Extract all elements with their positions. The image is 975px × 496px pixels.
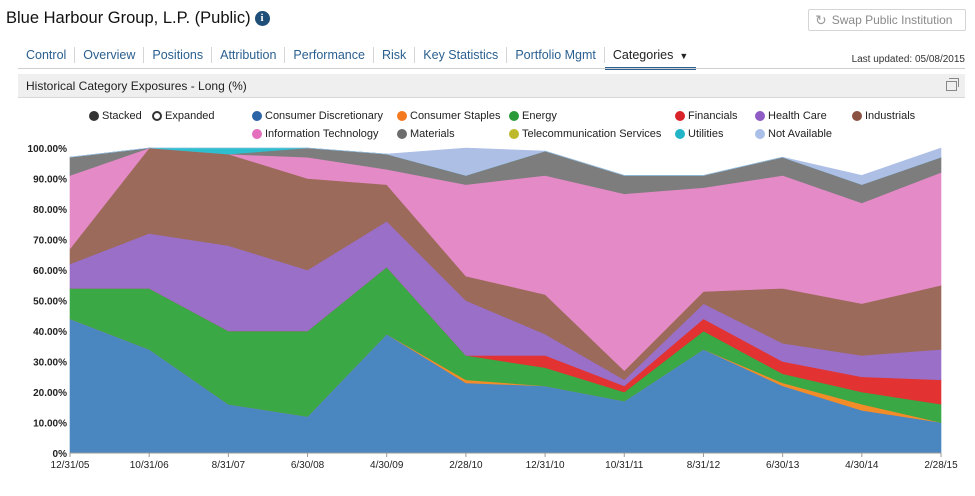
y-tick-label: 70.00%	[33, 236, 67, 247]
legend-item[interactable]: Information Technology	[252, 128, 379, 140]
legend-label: Materials	[410, 128, 455, 140]
legend-swatch	[397, 129, 407, 139]
y-tick-label: 40.00%	[33, 327, 67, 338]
info-icon[interactable]: i	[254, 10, 270, 26]
legend-item[interactable]: Consumer Discretionary	[252, 110, 383, 122]
tab-positions[interactable]: Positions	[143, 47, 211, 63]
legend-swatch	[852, 111, 862, 121]
panel-header: Historical Category Exposures - Long (%)	[18, 74, 965, 98]
expanded-label: Expanded	[165, 110, 215, 122]
legend-swatch	[509, 111, 519, 121]
legend-label: Energy	[522, 110, 557, 122]
legend-label: Information Technology	[265, 128, 379, 140]
legend-swatch	[252, 129, 262, 139]
tab-key-statistics[interactable]: Key Statistics	[414, 47, 506, 63]
legend-swatch	[675, 111, 685, 121]
legend-item[interactable]: Health Care	[755, 110, 827, 122]
last-updated: Last updated: 05/08/2015	[851, 54, 965, 65]
x-tick-label: 6/30/13	[766, 460, 800, 471]
x-tick-label: 12/31/10	[526, 460, 565, 471]
legend-swatch	[397, 111, 407, 121]
radio-filled-icon	[89, 111, 99, 121]
legend-label: Financials	[688, 110, 738, 122]
y-tick-label: 60.00%	[33, 266, 67, 277]
legend-item[interactable]: Energy	[509, 110, 557, 122]
tab-bar: Control Overview Positions Attribution P…	[18, 42, 697, 70]
legend-item[interactable]: Financials	[675, 110, 738, 122]
tab-performance[interactable]: Performance	[284, 47, 373, 63]
page-title: Blue Harbour Group, L.P. (Public)	[6, 8, 251, 27]
legend-swatch	[509, 129, 519, 139]
swap-public-institution-button[interactable]: ↻ Swap Public Institution	[808, 9, 966, 31]
legend-label: Industrials	[865, 110, 916, 122]
tab-risk[interactable]: Risk	[372, 47, 414, 63]
window-icon[interactable]	[946, 78, 959, 91]
x-tick-label: 12/31/05	[51, 460, 90, 471]
y-tick-label: 0%	[53, 449, 68, 460]
area-series-not-available[interactable]	[69, 147, 942, 185]
y-tick-label: 30.00%	[33, 358, 67, 369]
tab-overview[interactable]: Overview	[74, 47, 143, 63]
x-tick-label: 4/30/14	[845, 460, 879, 471]
tab-categories-label: Categories	[612, 48, 674, 62]
x-tick-label: 2/28/15	[924, 460, 958, 471]
radio-empty-icon	[152, 111, 162, 121]
swap-button-label: Swap Public Institution	[831, 13, 953, 27]
legend-label: Not Available	[768, 128, 833, 140]
legend-label: Utilities	[688, 128, 724, 140]
y-tick-label: 50.00%	[33, 297, 67, 308]
caret-down-icon: ▼	[679, 51, 689, 61]
refresh-icon: ↻	[815, 11, 827, 28]
legend-swatch	[755, 111, 765, 121]
legend-item[interactable]: Materials	[397, 128, 455, 140]
x-tick-label: 6/30/08	[291, 460, 325, 471]
legend-item[interactable]: Consumer Staples	[397, 110, 501, 122]
legend-item[interactable]: Telecommunication Services	[509, 128, 661, 140]
x-tick-label: 10/31/11	[605, 460, 644, 471]
x-tick-label: 2/28/10	[449, 460, 483, 471]
y-tick-label: 90.00%	[33, 175, 67, 186]
legend-item[interactable]: Not Available	[755, 128, 832, 140]
page-header: Blue Harbour Group, L.P. (Public) i	[6, 6, 270, 30]
legend-swatch	[675, 129, 685, 139]
y-tick-label: 100.00%	[28, 144, 68, 155]
legend-label: Consumer Staples	[410, 110, 501, 122]
x-tick-label: 8/31/07	[212, 460, 246, 471]
panel-title: Historical Category Exposures - Long (%)	[26, 79, 247, 93]
view-mode-expanded[interactable]: Expanded	[152, 110, 215, 122]
legend-item[interactable]: Utilities	[675, 128, 723, 140]
y-tick-label: 20.00%	[33, 388, 67, 399]
x-tick-label: 4/30/09	[370, 460, 404, 471]
y-tick-label: 80.00%	[33, 205, 67, 216]
tab-control[interactable]: Control	[26, 48, 67, 62]
legend-swatch	[755, 129, 765, 139]
view-mode-stacked[interactable]: Stacked	[89, 110, 142, 122]
legend-label: Consumer Discretionary	[265, 110, 383, 122]
x-tick-label: 10/31/06	[130, 460, 169, 471]
y-tick-label: 10.00%	[33, 419, 67, 430]
tabs-divider	[18, 68, 965, 69]
legend-swatch	[252, 111, 262, 121]
legend-label: Telecommunication Services	[522, 128, 662, 140]
tab-portfolio-mgmt[interactable]: Portfolio Mgmt	[506, 47, 604, 63]
stacked-label: Stacked	[102, 110, 142, 122]
legend-item[interactable]: Industrials	[852, 110, 915, 122]
tab-attribution[interactable]: Attribution	[211, 47, 284, 63]
x-tick-label: 8/31/12	[687, 460, 721, 471]
legend-label: Health Care	[768, 110, 827, 122]
